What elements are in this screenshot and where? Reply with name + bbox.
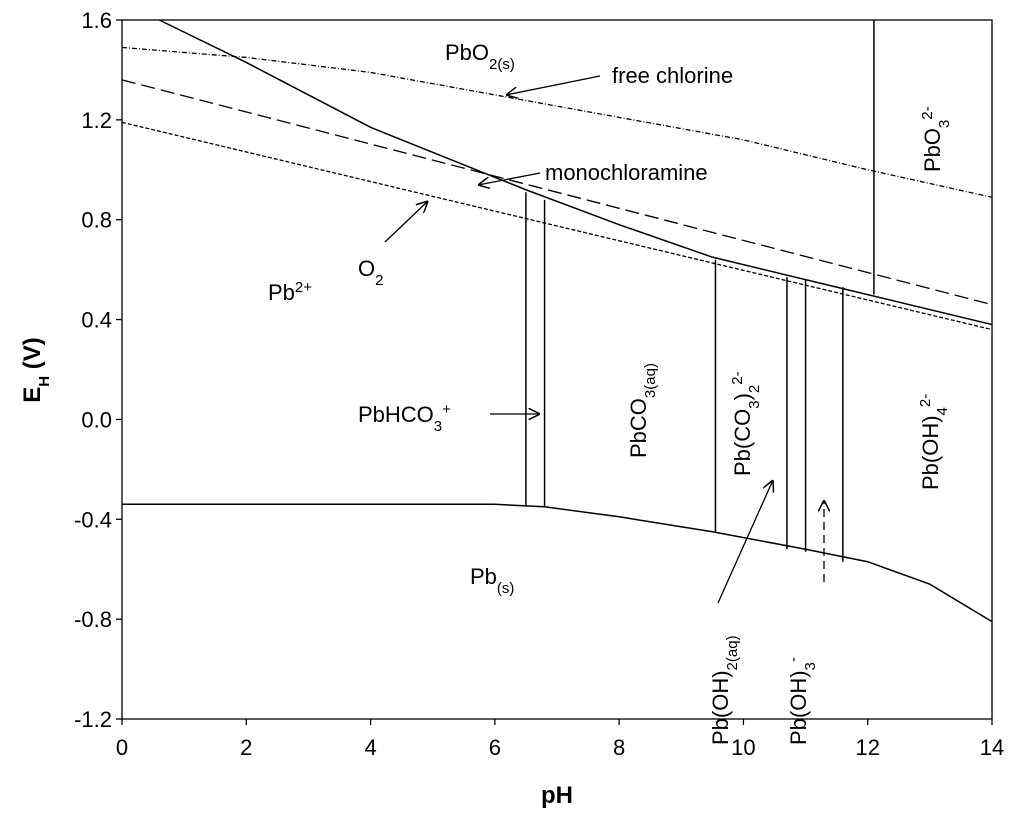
y-tick-label: 1.2 — [81, 108, 112, 133]
x-tick-label: 4 — [364, 735, 376, 760]
line-series — [121, 79, 993, 306]
label: Pb(CO3)22- — [729, 371, 763, 476]
arrow — [384, 201, 428, 243]
plot-frame — [121, 19, 993, 720]
label: Pb(OH)42- — [917, 394, 951, 490]
plot-area: 0 2 4 6 8 10 12 14 -1.2 -0.8 -0.4 0.0 0.4 0.8 1.2 1.6 — [74, 8, 1004, 760]
label: Pb(OH)3- — [785, 657, 819, 745]
y-tick-label: 1.6 — [81, 8, 112, 33]
label: Pb2+ — [268, 279, 312, 306]
x-tick-label: 2 — [240, 735, 252, 760]
x-axis-title: pH — [541, 782, 573, 809]
label: free chlorine — [612, 63, 733, 88]
x-tick-label: 14 — [980, 735, 1004, 760]
y-axis-title: EH (V) — [19, 337, 53, 403]
label: Pb(OH)2(aq) — [708, 635, 741, 745]
x-tick-label: 12 — [855, 735, 879, 760]
x-tick-label: 0 — [116, 735, 128, 760]
arrow — [717, 480, 773, 604]
line-series — [121, 121, 993, 331]
y-tick-label: 0.4 — [81, 308, 112, 333]
line-series — [158, 19, 993, 326]
label: PbCO3(aq) — [626, 363, 659, 458]
y-tick-label: -0.8 — [74, 607, 112, 632]
label: PbO2(s) — [445, 40, 515, 73]
label: Pb(s) — [470, 564, 514, 597]
line-series — [122, 503, 993, 623]
arrow — [506, 75, 601, 95]
x-tick-label: 10 — [731, 735, 755, 760]
label: PbO32- — [919, 106, 953, 172]
y-tick-label: -1.2 — [74, 707, 112, 732]
y-tick-label: 0.8 — [81, 208, 112, 233]
arrow — [478, 172, 541, 185]
label: monochloramine — [545, 160, 708, 185]
label: PbHCO3+ — [358, 401, 451, 435]
x-tick-label: 8 — [613, 735, 625, 760]
y-tick-label: -0.4 — [74, 507, 112, 532]
label: O2 — [358, 256, 383, 289]
x-tick-label: 6 — [489, 735, 501, 760]
y-tick-label: 0.0 — [81, 407, 112, 432]
